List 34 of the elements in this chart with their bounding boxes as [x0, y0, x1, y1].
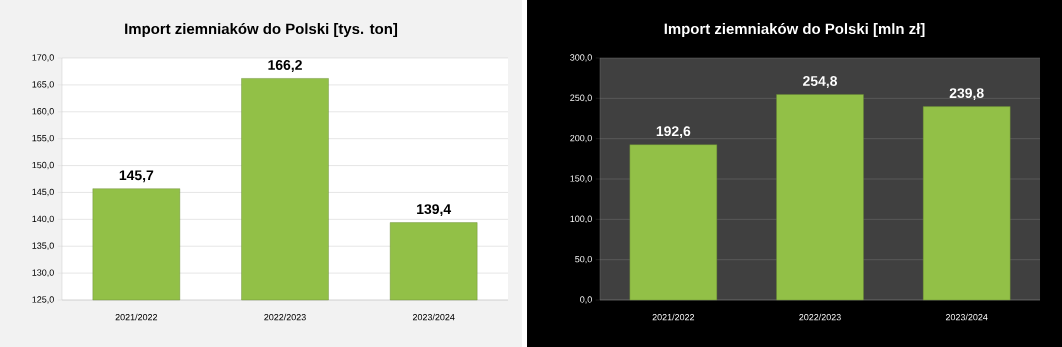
- y-tick-label: 170,0: [32, 54, 54, 62]
- data-label: 145,7: [119, 170, 154, 183]
- y-tick-label: 200,0: [570, 134, 592, 143]
- y-tick-label: 140,0: [32, 215, 54, 224]
- y-tick-label: 100,0: [570, 215, 592, 224]
- y-tick-label: 145,0: [32, 188, 54, 197]
- y-tick-label: 300,0: [570, 54, 592, 62]
- x-tick-label: 2023/2024: [945, 313, 988, 321]
- y-tick-label: 125,0: [32, 296, 54, 304]
- y-tick-label: 135,0: [32, 242, 54, 250]
- y-tick-label: 250,0: [570, 94, 592, 103]
- bar: [922, 106, 1011, 301]
- y-tick-label: 150,0: [32, 161, 54, 170]
- x-tick-label: 2021/2022: [115, 313, 158, 321]
- data-label: 192,6: [656, 126, 691, 139]
- bar: [629, 144, 718, 301]
- y-tick-label: 50,0: [575, 255, 592, 264]
- y-tick-label: 0,0: [580, 296, 592, 304]
- data-label: 239,8: [949, 88, 984, 101]
- data-label: 139,4: [417, 204, 452, 217]
- y-tick-label: 160,0: [32, 108, 54, 116]
- y-tick-label: 150,0: [570, 175, 592, 183]
- y-tick-label: 155,0: [32, 134, 54, 143]
- x-tick-label: 2023/2024: [412, 313, 455, 321]
- bar: [776, 94, 864, 301]
- x-tick-label: 2022/2023: [264, 313, 306, 321]
- chart-title: Import ziemniaków do Polski [mln zł]: [664, 22, 925, 38]
- x-tick-label: 2022/2023: [799, 313, 841, 321]
- y-tick-label: 165,0: [32, 81, 54, 89]
- data-label: 254,8: [803, 76, 838, 88]
- chart-title: Import ziemniaków do Polski [tys. ton]: [125, 22, 398, 38]
- data-label: 166,2: [268, 60, 302, 72]
- x-tick-label: 2021/2022: [652, 313, 695, 321]
- y-tick-label: 130,0: [32, 269, 54, 277]
